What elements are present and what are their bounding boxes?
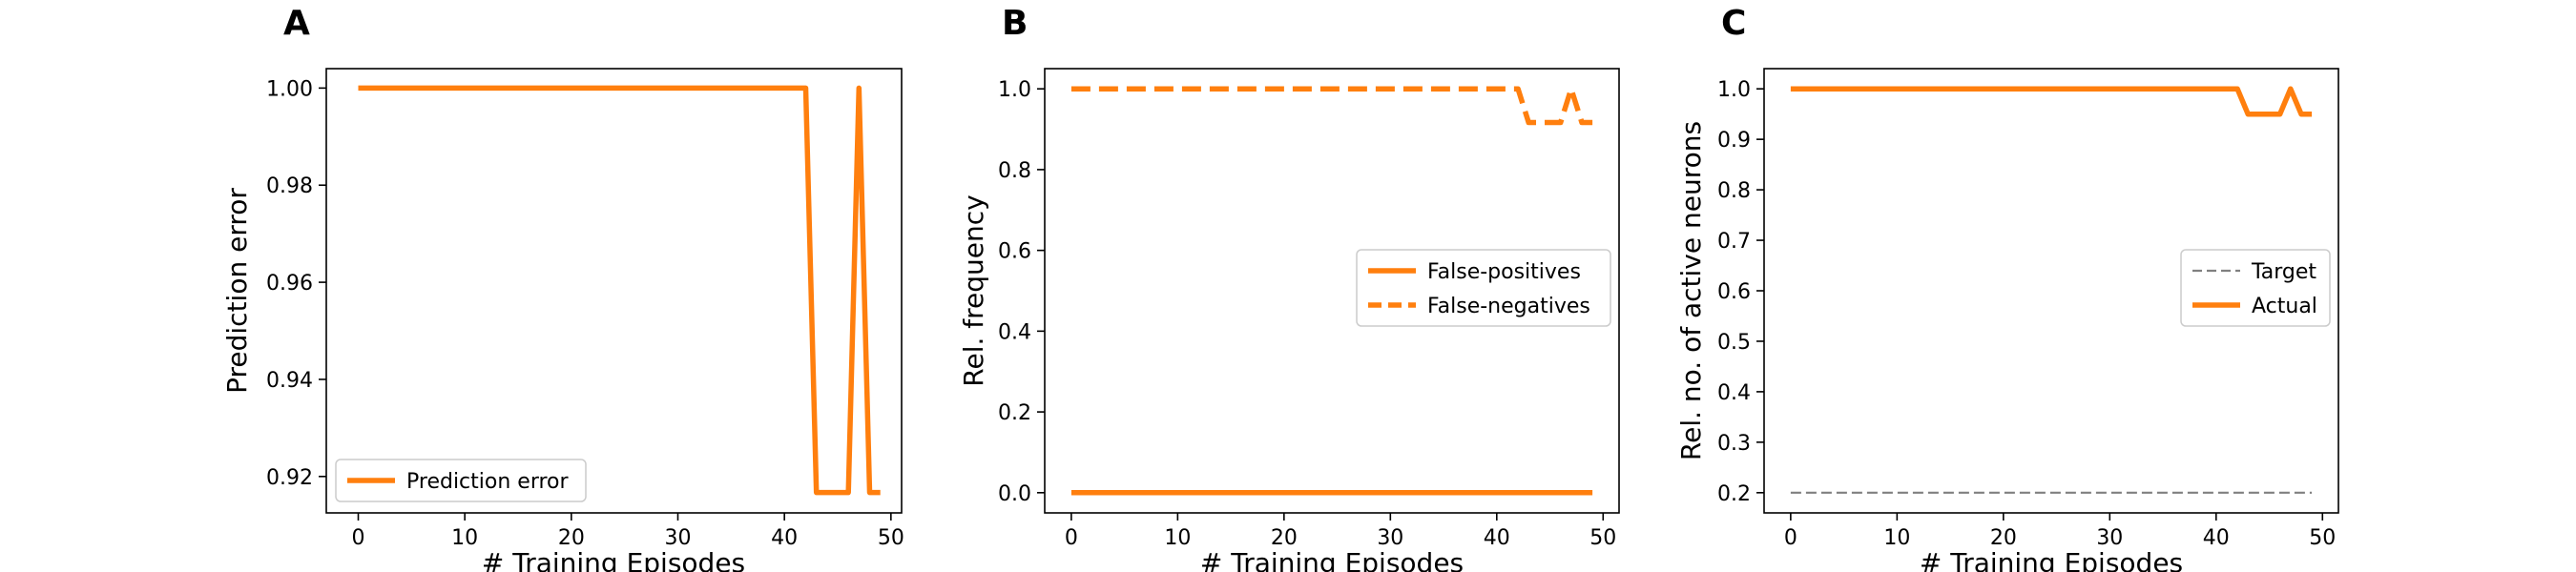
legend-b: False-positives False-negatives: [1356, 249, 1611, 327]
x-tick-label-c: 10: [1883, 526, 1910, 550]
y-tick-label-c: 0.9: [1717, 129, 1751, 153]
y-tick-label-a: 0.92: [266, 466, 313, 490]
y-tick-label-c: 0.8: [1717, 179, 1751, 203]
y-axis-label-c: Rel. no. of active neurons: [1675, 121, 1707, 460]
x-tick-label-c: 50: [2309, 526, 2336, 550]
x-axis-label-b: # Training Episodes: [1200, 547, 1464, 572]
y-tick-label-c: 0.3: [1717, 432, 1751, 456]
panel-letter-b: B: [1002, 4, 1028, 43]
series-line-c-actual: [1790, 86, 2313, 117]
legend-label-b: False-positives: [1427, 260, 1581, 284]
series-line-a-prediction-error: [358, 85, 881, 496]
y-tick-label-a: 1.00: [266, 77, 313, 101]
y-tick-label-c: 0.6: [1717, 280, 1751, 304]
y-tick-label-c: 0.4: [1717, 381, 1751, 405]
y-tick-label-a: 0.94: [266, 369, 313, 393]
y-tick-label-b: 0.8: [998, 159, 1031, 183]
x-tick-label-a: 50: [878, 526, 904, 550]
legend-box-a: [335, 459, 587, 502]
y-tick-label-a: 0.96: [266, 272, 313, 296]
legend-label-c: Actual: [2252, 295, 2317, 318]
legend-a: Prediction error: [335, 459, 587, 502]
legend-label-c: Target: [2251, 260, 2316, 284]
y-tick-label-b: 1.0: [998, 78, 1031, 102]
series-line-b-false-negatives: [1070, 86, 1593, 126]
x-axis-label-c: # Training Episodes: [1920, 547, 2183, 572]
y-tick-label-c: 0.5: [1717, 331, 1751, 355]
x-tick-label-a: 30: [665, 526, 692, 550]
y-tick-label-a: 0.98: [266, 174, 313, 198]
x-axis-label-a: # Training Episodes: [482, 547, 745, 572]
x-tick-label-b: 30: [1377, 526, 1403, 550]
y-tick-label-b: 0.0: [998, 482, 1031, 506]
legend-c: Target Actual: [2180, 249, 2331, 327]
y-tick-label-c: 0.7: [1717, 230, 1751, 254]
legend-label-a: Prediction error: [406, 470, 569, 494]
x-tick-label-c: 0: [1784, 526, 1797, 550]
panel-b: B 0 10 20 30 40 50 0.0 0.2 0.4 0.6 0.8 1.0 # Traini…: [958, 4, 1620, 572]
plot-frame-b: [1044, 68, 1620, 514]
y-tick-label-c: 1.0: [1717, 78, 1751, 102]
y-tick-label-b: 0.4: [998, 320, 1031, 344]
x-tick-label-a: 20: [558, 526, 585, 550]
legend-label-b: False-negatives: [1427, 295, 1590, 318]
x-tick-label-b: 20: [1271, 526, 1298, 550]
x-tick-label-a: 40: [771, 526, 798, 550]
x-tick-label-b: 0: [1065, 526, 1078, 550]
x-tick-label-c: 30: [2096, 526, 2123, 550]
y-axis-label-a: Prediction error: [221, 188, 253, 394]
x-tick-label-b: 40: [1484, 526, 1510, 550]
panel-letter-c: C: [1721, 4, 1746, 43]
x-tick-label-c: 40: [2203, 526, 2230, 550]
plot-frame-a: [325, 68, 903, 514]
y-tick-label-b: 0.2: [998, 401, 1031, 425]
y-tick-label-c: 0.2: [1717, 482, 1751, 506]
panel-c: C 0 10 20 30 40 50 0.2 0.3 0.4 0.5 0.6 0.7 0.8 0.9 1.0…: [1675, 4, 2339, 572]
x-tick-label-b: 50: [1589, 526, 1616, 550]
panel-letter-a: A: [283, 4, 310, 43]
x-tick-label-a: 10: [451, 526, 478, 550]
y-axis-label-b: Rel. frequency: [958, 194, 989, 386]
x-tick-label-b: 10: [1164, 526, 1191, 550]
x-tick-label-a: 0: [352, 526, 365, 550]
panel-a: A 0 10 20 30 40 50 0.92 0.94 0.96 0.98 1.00 # Trai…: [221, 4, 904, 572]
x-tick-label-c: 20: [1990, 526, 2017, 550]
legend-box-b: [1356, 249, 1611, 327]
y-tick-label-b: 0.6: [998, 240, 1031, 264]
